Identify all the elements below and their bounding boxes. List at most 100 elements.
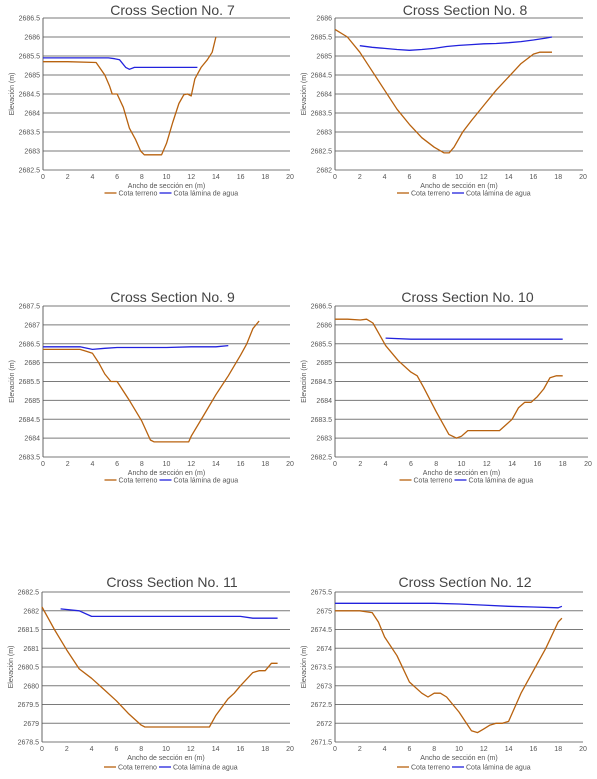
x-tick-label: 2 [358,461,362,468]
water-surface-line [43,57,198,70]
x-tick-label: 14 [505,746,513,753]
legend-water-surface-label: Cota lámina de agua [466,765,531,772]
water-surface-line [359,36,553,51]
y-axis-label: Elevación (m) [301,73,308,116]
y-tick-label: 2682.5 [311,149,333,156]
chart-title: Cross Section No. 10 [401,289,533,305]
x-tick-label: 14 [212,746,220,753]
chart-panel: Cross Section No. 92683.526842684.526852… [9,289,294,485]
x-tick-label: 10 [162,746,170,753]
x-tick-label: 10 [163,461,171,468]
y-tick-label: 2673 [316,683,332,690]
y-tick-label: 2685 [316,54,332,61]
x-tick-label: 20 [579,746,587,753]
y-tick-label: 2683.5 [311,417,333,424]
x-tick-label: 8 [139,746,143,753]
x-tick-label: 2 [358,746,362,753]
y-tick-label: 2674.5 [311,627,333,634]
x-tick-label: 20 [286,174,294,181]
water-surface-line [43,344,229,351]
x-tick-label: 8 [140,174,144,181]
x-tick-label: 16 [237,461,245,468]
x-tick-label: 20 [584,461,592,468]
x-tick-label: 12 [480,746,488,753]
x-tick-label: 0 [40,746,44,753]
x-tick-label: 18 [261,746,269,753]
legend-water-surface-label: Cota lámina de agua [173,765,238,772]
x-tick-label: 8 [434,461,438,468]
y-tick-label: 2682.5 [18,590,40,597]
x-tick-label: 6 [407,174,411,181]
x-tick-label: 12 [187,461,195,468]
y-tick-label: 2686 [316,16,332,23]
y-tick-label: 2686 [24,360,40,367]
y-tick-label: 2685.5 [19,379,41,386]
y-tick-label: 2685.5 [19,54,41,61]
y-tick-label: 2686 [24,35,40,42]
y-tick-label: 2680 [23,683,39,690]
x-tick-label: 4 [90,174,94,181]
x-tick-label: 2 [65,746,69,753]
legend-water-surface-label: Cota lámina de agua [174,191,239,198]
x-axis-label: Ancho de sección en (m) [420,183,497,190]
x-tick-label: 4 [383,174,387,181]
x-axis-label: Ancho de sección en (m) [128,183,205,190]
y-tick-label: 2683 [316,436,332,443]
x-tick-label: 2 [358,174,362,181]
y-tick-label: 2675 [316,608,332,615]
x-tick-label: 16 [530,746,538,753]
water-surface-line [335,602,563,609]
x-tick-label: 0 [333,746,337,753]
terrain-line [41,606,278,728]
chart-title: Cross Section No. 9 [110,289,235,305]
chart-title: Cross Sectíon No. 12 [398,574,531,590]
legend-water-surface-label: Cota lámina de agua [174,478,239,485]
x-tick-label: 4 [90,746,94,753]
y-tick-label: 2686.5 [19,16,41,23]
x-tick-label: 20 [286,746,294,753]
y-tick-label: 2683.5 [19,130,41,137]
y-tick-label: 2686 [316,322,332,329]
x-tick-label: 14 [212,174,220,181]
x-tick-label: 16 [530,174,538,181]
x-tick-label: 18 [261,461,269,468]
legend-terrain-label: Cota terreno [411,191,450,198]
legend-water-surface-label: Cota lámina de agua [466,191,531,198]
x-tick-label: 2 [66,174,70,181]
y-tick-label: 2684.5 [311,73,333,80]
x-tick-label: 4 [383,746,387,753]
y-tick-label: 2684 [316,398,332,405]
x-tick-label: 6 [114,746,118,753]
x-tick-label: 14 [505,174,513,181]
legend-terrain-label: Cota terreno [118,765,157,772]
x-tick-label: 10 [458,461,466,468]
x-tick-label: 18 [554,174,562,181]
x-tick-label: 20 [579,174,587,181]
y-tick-label: 2671.5 [311,740,333,747]
y-axis-label: Elevación (m) [9,360,16,403]
x-tick-label: 16 [534,461,542,468]
y-tick-label: 2683 [316,130,332,137]
y-tick-label: 2680.5 [18,665,40,672]
terrain-line [334,28,552,154]
x-tick-label: 16 [237,174,245,181]
x-tick-label: 12 [187,174,195,181]
y-tick-label: 2682 [23,608,39,615]
y-tick-label: 2672 [316,721,332,728]
terrain-line [43,36,217,156]
water-surface-line [60,608,278,619]
y-tick-label: 2682 [316,168,332,175]
chart-panel: Cross Section No. 8 2682 2682.5 2683 2683.5 2… [301,2,587,198]
y-tick-label: 2678.5 [18,740,40,747]
x-tick-label: 0 [41,461,45,468]
chart-panel: Cross Section No. 112678.526792679.52680… [8,574,294,772]
y-tick-label: 2683.5 [19,455,41,462]
x-tick-label: 4 [90,461,94,468]
x-tick-label: 16 [237,746,245,753]
y-tick-label: 2686.5 [311,304,333,311]
y-tick-label: 2679.5 [18,702,40,709]
x-tick-label: 0 [41,174,45,181]
x-tick-label: 8 [432,174,436,181]
y-tick-label: 2681.5 [18,627,40,634]
